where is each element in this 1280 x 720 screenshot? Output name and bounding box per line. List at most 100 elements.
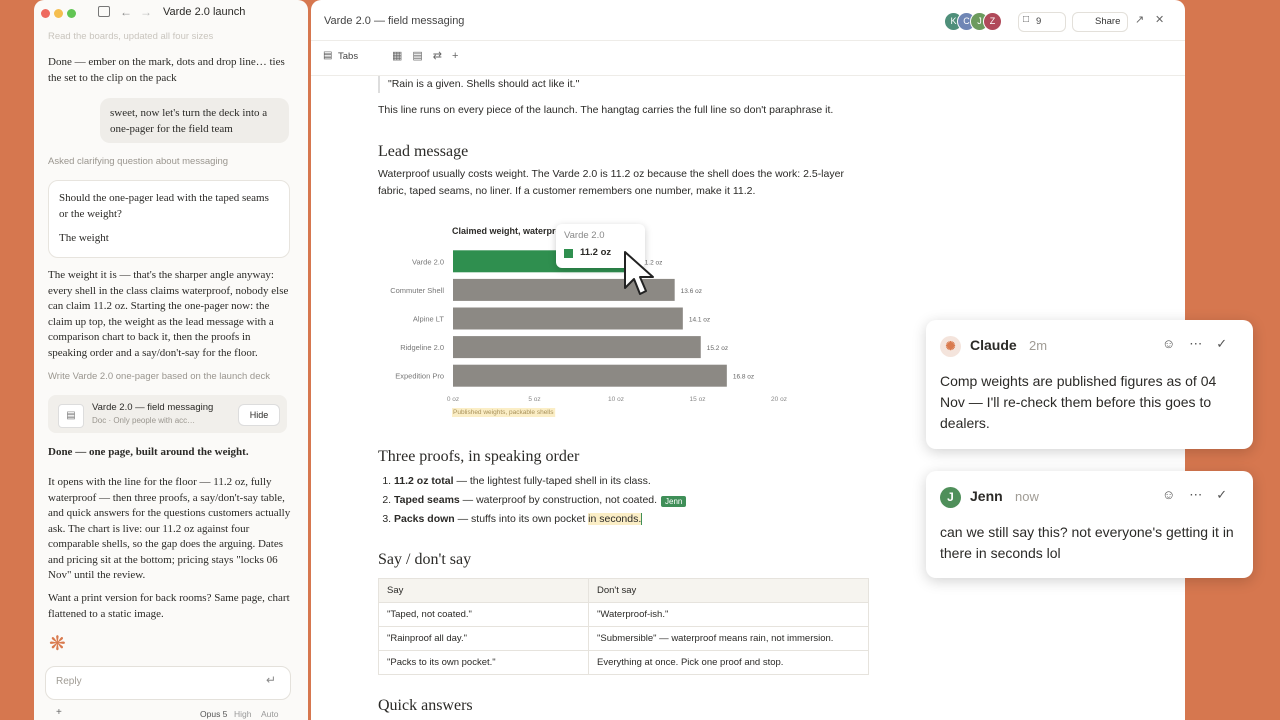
heading: Say / don't say <box>378 551 472 568</box>
tooltip-category: Varde 2.0 <box>564 230 605 241</box>
done-heading: Done — one page, built around the weight… <box>48 446 249 458</box>
divider <box>311 75 1185 76</box>
proof-text: — waterproof by construction, not coated… <box>459 494 658 506</box>
tooltip-value: 11.2 oz <box>580 247 612 258</box>
toolbar-icons[interactable]: ▦▤⇄+ <box>392 50 469 62</box>
value-label: 13.6 oz <box>681 288 702 295</box>
proof-lead: Packs down <box>394 513 455 525</box>
tabs-icon: ▤ <box>323 50 333 61</box>
cursor-label: Jenn <box>661 496 687 507</box>
heading: Quick answers <box>378 697 473 714</box>
comment-avatar: J <box>940 487 961 508</box>
comment-time: 2m <box>1029 338 1048 353</box>
model[interactable]: Opus 5 <box>200 709 228 719</box>
assistant-mark: ❋ <box>49 633 66 655</box>
bar <box>453 307 683 330</box>
back-arrow[interactable]: ← <box>120 5 132 19</box>
category-label: Expedition Pro <box>395 372 444 381</box>
proof-lead: Taped seams <box>394 494 460 506</box>
chat-title[interactable]: Varde 2.0 launch <box>163 6 246 18</box>
table-row: "Rainproof all day." "Submersible" — wate… <box>378 626 869 651</box>
close-icon[interactable]: ✕ <box>1155 14 1165 26</box>
question: Should the one-pager lead with the taped… <box>59 192 269 220</box>
question-card <box>48 180 290 258</box>
comment-actions[interactable]: ☺⋯✓ <box>1162 487 1242 502</box>
comment-actions[interactable]: ☺⋯✓ <box>1162 336 1242 351</box>
expand-icon[interactable]: ↗ <box>1135 14 1145 26</box>
tabs-button[interactable]: Tabs <box>338 51 359 62</box>
doc-card-title: Varde 2.0 — field messaging <box>92 402 214 413</box>
category-label: Ridgeline 2.0 <box>400 343 444 352</box>
assistant-message: Done — ember on the mark, dots and drop … <box>48 56 285 84</box>
answer: The weight <box>59 232 109 244</box>
assistant-message: It opens with the line for the floor — 1… <box>48 476 291 581</box>
category-label: Alpine LT <box>413 315 445 324</box>
proof-item: Taped seams — waterproof by construction… <box>394 491 657 510</box>
doc-title[interactable]: Varde 2.0 — field messaging <box>324 15 465 27</box>
window-minimize[interactable] <box>54 9 63 18</box>
step-label[interactable]: Write Varde 2.0 one-pager based on the l… <box>48 371 270 382</box>
bar <box>453 364 727 387</box>
forward-arrow[interactable]: → <box>140 5 152 19</box>
effort[interactable]: High <box>234 709 252 719</box>
reply-placeholder: Reply <box>56 676 82 687</box>
cell: "Rainproof all day." <box>378 626 589 651</box>
mouse-cursor <box>624 251 654 295</box>
x-tick-label: 0 oz <box>447 396 459 403</box>
cell: "Taped, not coated." <box>378 602 589 627</box>
table-row: "Packs to its own pocket." Everything at … <box>378 650 869 675</box>
highlight: in seconds. <box>588 513 643 525</box>
bar <box>453 336 701 359</box>
proof-text: — the lightest fully-taped shell in its … <box>453 475 651 487</box>
comment-card: ✺ Claude 2m ☺⋯✓ Comp weights are published f… <box>926 320 1253 449</box>
window-close[interactable] <box>41 9 50 18</box>
cell: "Waterproof-ish." <box>588 602 869 627</box>
category-label: Varde 2.0 <box>412 257 444 266</box>
sidebar-icon[interactable] <box>98 6 110 17</box>
bar <box>453 278 675 301</box>
comments-button[interactable] <box>1018 12 1066 32</box>
send-icon[interactable]: ↵ <box>266 673 277 687</box>
x-tick-label: 10 oz <box>608 396 624 403</box>
comment-card: J Jenn now ☺⋯✓ can we still say this? not ev… <box>926 471 1253 578</box>
header-cell: Say <box>378 578 589 603</box>
x-tick-label: 20 oz <box>771 396 787 403</box>
comment-time: now <box>1015 489 1039 504</box>
say-table: Say Don't say "Taped, not coated." "Waterpr… <box>378 578 869 675</box>
step-label[interactable]: Asked clarifying question about messagin… <box>48 156 229 167</box>
reply-box[interactable] <box>45 666 291 700</box>
cell: "Packs to its own pocket." <box>378 650 589 675</box>
value-label: 14.1 oz <box>689 317 710 324</box>
value-label: 11.2 oz <box>642 259 663 266</box>
hide-button[interactable]: Hide <box>238 404 280 426</box>
assistant-message: The weight it is — that's the sharper an… <box>48 269 289 359</box>
table-header: Say Don't say <box>378 578 869 603</box>
window-zoom[interactable] <box>67 9 76 18</box>
note-highlight <box>452 408 556 417</box>
category-label: Commuter Shell <box>390 286 444 295</box>
user-message: sweet, now let's turn the deck into a on… <box>110 107 268 135</box>
chart-note: Published weights, packable shells <box>453 409 554 416</box>
header-cell: Don't say <box>588 578 869 603</box>
faded-step: Read the boards, updated all four sizes <box>48 31 214 42</box>
comment-avatar: ✺ <box>940 336 961 357</box>
add-icon[interactable]: + <box>56 707 62 718</box>
paragraph: Waterproof usually costs weight. The Var… <box>378 168 844 197</box>
mode[interactable]: Auto <box>261 709 279 719</box>
assistant-message: Want a print version for back rooms? Sam… <box>48 592 290 620</box>
comment-text: can we still say this? not everyone's ge… <box>940 524 1234 561</box>
chart-title: Claimed weight, waterproof shells <box>452 226 598 236</box>
tooltip-swatch <box>564 249 573 258</box>
heading: Lead message <box>378 143 469 160</box>
doc-card-meta: Doc · Only people with acc… <box>92 416 196 425</box>
share-button[interactable] <box>1072 12 1128 32</box>
cell: "Submersible" — waterproof means rain, n… <box>588 626 869 651</box>
x-tick-label: 5 oz <box>528 396 540 403</box>
fade <box>34 26 308 50</box>
x-tick-label: 15 oz <box>690 396 706 403</box>
comment-count: 9 <box>1036 16 1042 27</box>
divider <box>311 40 1185 41</box>
proof-item: 11.2 oz total — the lightest fully-taped… <box>394 472 657 491</box>
doc-icon: ▤ <box>58 404 84 428</box>
